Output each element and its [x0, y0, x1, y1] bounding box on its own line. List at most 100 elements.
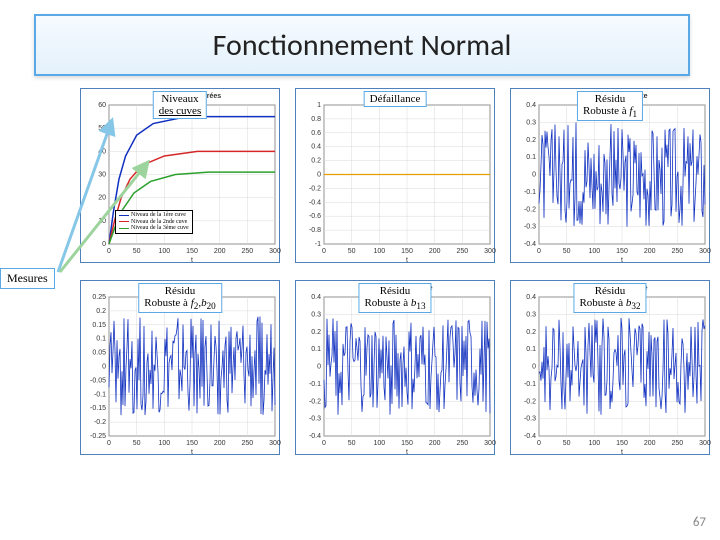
chart-panel: RésiduRobuste à b32-0.4-0.3-0.2-0.100.10…	[510, 280, 710, 455]
svg-text:t: t	[191, 449, 193, 456]
svg-text:300: 300	[699, 440, 711, 447]
svg-text:0.2: 0.2	[311, 329, 321, 336]
svg-text:0: 0	[102, 364, 106, 371]
svg-text:t: t	[621, 257, 623, 264]
svg-text:0.1: 0.1	[526, 346, 536, 353]
svg-text:-0.25: -0.25	[90, 433, 106, 440]
svg-text:-0.3: -0.3	[309, 416, 321, 423]
svg-text:150: 150	[401, 248, 413, 255]
svg-text:50: 50	[133, 440, 141, 447]
svg-text:0.3: 0.3	[526, 311, 536, 318]
svg-text:100: 100	[373, 248, 385, 255]
svg-text:0: 0	[537, 248, 541, 255]
svg-text:300: 300	[484, 440, 496, 447]
svg-text:250: 250	[456, 440, 468, 447]
svg-text:150: 150	[186, 440, 198, 447]
svg-text:200: 200	[644, 248, 656, 255]
svg-text:-1: -1	[315, 241, 321, 248]
svg-text:0: 0	[322, 248, 326, 255]
svg-text:-0.1: -0.1	[94, 391, 106, 398]
svg-text:0.4: 0.4	[311, 294, 321, 301]
svg-text:-0.4: -0.4	[309, 199, 321, 206]
svg-text:50: 50	[563, 248, 571, 255]
chart-panel: RésiduRobuste à f2,b20 -0.25 -0.2 -0.15 -0.1…	[80, 280, 280, 455]
svg-text:0.25: 0.25	[92, 294, 106, 301]
svg-text:0: 0	[537, 440, 541, 447]
svg-text:200: 200	[644, 440, 656, 447]
svg-text:100: 100	[588, 440, 600, 447]
svg-text:-0.2: -0.2	[94, 419, 106, 426]
svg-text:-0.6: -0.6	[309, 213, 321, 220]
svg-text:0: 0	[532, 172, 536, 179]
svg-text:150: 150	[616, 248, 628, 255]
svg-text:0.2: 0.2	[311, 158, 321, 165]
svg-text:-0.4: -0.4	[524, 241, 536, 248]
svg-text:0.3: 0.3	[311, 311, 321, 318]
svg-text:-0.8: -0.8	[309, 227, 321, 234]
svg-text:0.4: 0.4	[526, 102, 536, 109]
mesures-label: Mesures	[0, 268, 55, 289]
svg-text:t: t	[621, 449, 623, 456]
svg-text:250: 250	[456, 248, 468, 255]
svg-text:1: 1	[317, 102, 321, 109]
panel-label: RésiduRobuste à f1	[577, 91, 643, 121]
svg-text:-0.15: -0.15	[90, 405, 106, 412]
svg-text:0.15: 0.15	[92, 322, 106, 329]
svg-text:50: 50	[348, 248, 356, 255]
panel-label: RésiduRobuste à f2,b20	[138, 283, 222, 313]
svg-text:t: t	[191, 257, 193, 264]
slide-title-text: Fonctionnement Normal	[213, 27, 512, 64]
svg-text:-0.1: -0.1	[524, 189, 536, 196]
panel-label: RésiduRobuste à b13	[358, 283, 431, 313]
svg-text:100: 100	[158, 248, 170, 255]
svg-text:300: 300	[269, 440, 281, 447]
svg-text:0.4: 0.4	[311, 144, 321, 151]
svg-text:t: t	[406, 449, 408, 456]
svg-text:250: 250	[241, 440, 253, 447]
slide-title: Fonctionnement Normal	[34, 14, 690, 76]
panel-label: Défaillance	[364, 91, 427, 107]
svg-text:200: 200	[429, 440, 441, 447]
svg-text:-0.1: -0.1	[309, 381, 321, 388]
svg-text:-0.2: -0.2	[524, 206, 536, 213]
chart-panel: Défaillance-1-0.8-0.6-0.4-0.200.20.40.60…	[295, 88, 495, 263]
svg-text:-0.4: -0.4	[524, 433, 536, 440]
svg-text:250: 250	[671, 440, 683, 447]
svg-text:300: 300	[699, 248, 711, 255]
svg-text:0: 0	[317, 172, 321, 179]
chart-panel: RésiduRobuste à b13 -0.4 -0.3 -0.2 -0.1 0 0.1 0…	[295, 280, 495, 455]
svg-text:0.1: 0.1	[311, 346, 321, 353]
svg-text:250: 250	[671, 248, 683, 255]
svg-text:0.1: 0.1	[526, 154, 536, 161]
svg-text:0.2: 0.2	[526, 329, 536, 336]
svg-text:-0.3: -0.3	[524, 416, 536, 423]
svg-text:0: 0	[532, 364, 536, 371]
svg-text:100: 100	[588, 248, 600, 255]
chart-panel: RésiduRobuste à f1 -0.4 -0.3 -0.2 -0.1 0 0.1 0.…	[510, 88, 710, 263]
svg-text:-0.2: -0.2	[309, 398, 321, 405]
svg-text:200: 200	[429, 248, 441, 255]
svg-text:0.05: 0.05	[92, 350, 106, 357]
svg-text:300: 300	[269, 248, 281, 255]
svg-text:0.2: 0.2	[96, 308, 106, 315]
svg-text:-0.4: -0.4	[309, 433, 321, 440]
svg-text:t: t	[406, 257, 408, 264]
svg-text:-0.2: -0.2	[524, 398, 536, 405]
svg-text:250: 250	[241, 248, 253, 255]
svg-text:0.4: 0.4	[526, 294, 536, 301]
svg-text:0.3: 0.3	[526, 119, 536, 126]
svg-text:0: 0	[322, 440, 326, 447]
svg-text:150: 150	[401, 440, 413, 447]
svg-text:-0.3: -0.3	[524, 224, 536, 231]
arrow-green	[50, 140, 160, 280]
svg-text:200: 200	[214, 248, 226, 255]
svg-text:-0.2: -0.2	[309, 185, 321, 192]
chart-area: -1-0.8-0.6-0.4-0.200.20.40.60.8105010015…	[296, 89, 496, 264]
svg-text:-0.05: -0.05	[90, 377, 106, 384]
svg-text:150: 150	[616, 440, 628, 447]
svg-text:100: 100	[158, 440, 170, 447]
svg-text:-0.1: -0.1	[524, 381, 536, 388]
svg-text:150: 150	[186, 248, 198, 255]
page-number: 67	[693, 515, 706, 530]
svg-text:0.1: 0.1	[96, 336, 106, 343]
